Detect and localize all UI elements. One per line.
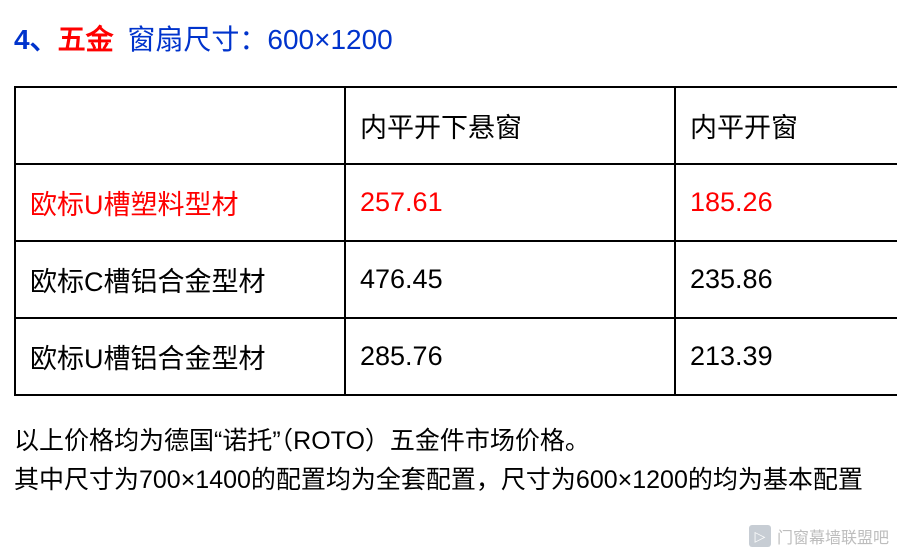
table-row: 欧标C槽铝合金型材 476.45 235.86	[15, 241, 897, 318]
row-name: 欧标U槽铝合金型材	[15, 318, 345, 395]
table-row: 欧标U槽铝合金型材 285.76 213.39	[15, 318, 897, 395]
row-value: 285.76	[345, 318, 675, 395]
heading-hardware: 五金	[58, 24, 114, 55]
row-value: 185.26	[675, 164, 897, 241]
row-name: 欧标C槽铝合金型材	[15, 241, 345, 318]
row-value: 476.45	[345, 241, 675, 318]
header-col2: 内平开下悬窗	[345, 87, 675, 164]
watermark-text: 门窗幕墙联盟吧	[777, 524, 889, 548]
row-value: 257.61	[345, 164, 675, 241]
watermark: ▷ 门窗幕墙联盟吧	[749, 524, 889, 548]
header-col3: 内平开窗	[675, 87, 897, 164]
section-heading: 4、五金 窗扇尺寸：600×1200	[14, 18, 883, 58]
notes-line-2: 其中尺寸为700×1400的配置均为全套配置，尺寸为600×1200的均为基本配…	[14, 461, 883, 500]
row-value: 213.39	[675, 318, 897, 395]
header-blank	[15, 87, 345, 164]
heading-number: 4、	[14, 24, 58, 55]
play-icon: ▷	[749, 525, 771, 547]
notes-line-1: 以上价格均为德国“诺托”（ROTO）五金件市场价格。	[14, 422, 883, 461]
price-table: 内平开下悬窗 内平开窗 欧标U槽塑料型材 257.61 185.26 欧标C槽铝…	[14, 86, 897, 396]
table-header-row: 内平开下悬窗 内平开窗	[15, 87, 897, 164]
table-row: 欧标U槽塑料型材 257.61 185.26	[15, 164, 897, 241]
row-name: 欧标U槽塑料型材	[15, 164, 345, 241]
heading-dimension: 窗扇尺寸：600×1200	[127, 24, 392, 55]
row-value: 235.86	[675, 241, 897, 318]
notes-block: 以上价格均为德国“诺托”（ROTO）五金件市场价格。 其中尺寸为700×1400…	[14, 422, 883, 500]
